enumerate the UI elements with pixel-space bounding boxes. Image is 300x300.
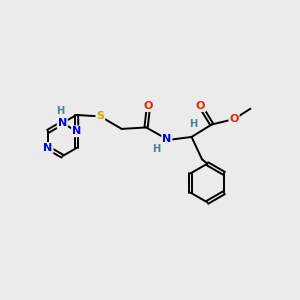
Text: H: H xyxy=(56,106,64,116)
Text: N: N xyxy=(43,143,52,153)
Text: O: O xyxy=(144,101,153,111)
Text: O: O xyxy=(230,114,239,124)
Text: S: S xyxy=(96,111,104,122)
Text: H: H xyxy=(189,119,197,129)
Text: N: N xyxy=(162,134,172,144)
Text: N: N xyxy=(58,118,67,128)
Text: N: N xyxy=(72,126,81,136)
Text: O: O xyxy=(196,101,205,111)
Text: H: H xyxy=(152,144,160,154)
